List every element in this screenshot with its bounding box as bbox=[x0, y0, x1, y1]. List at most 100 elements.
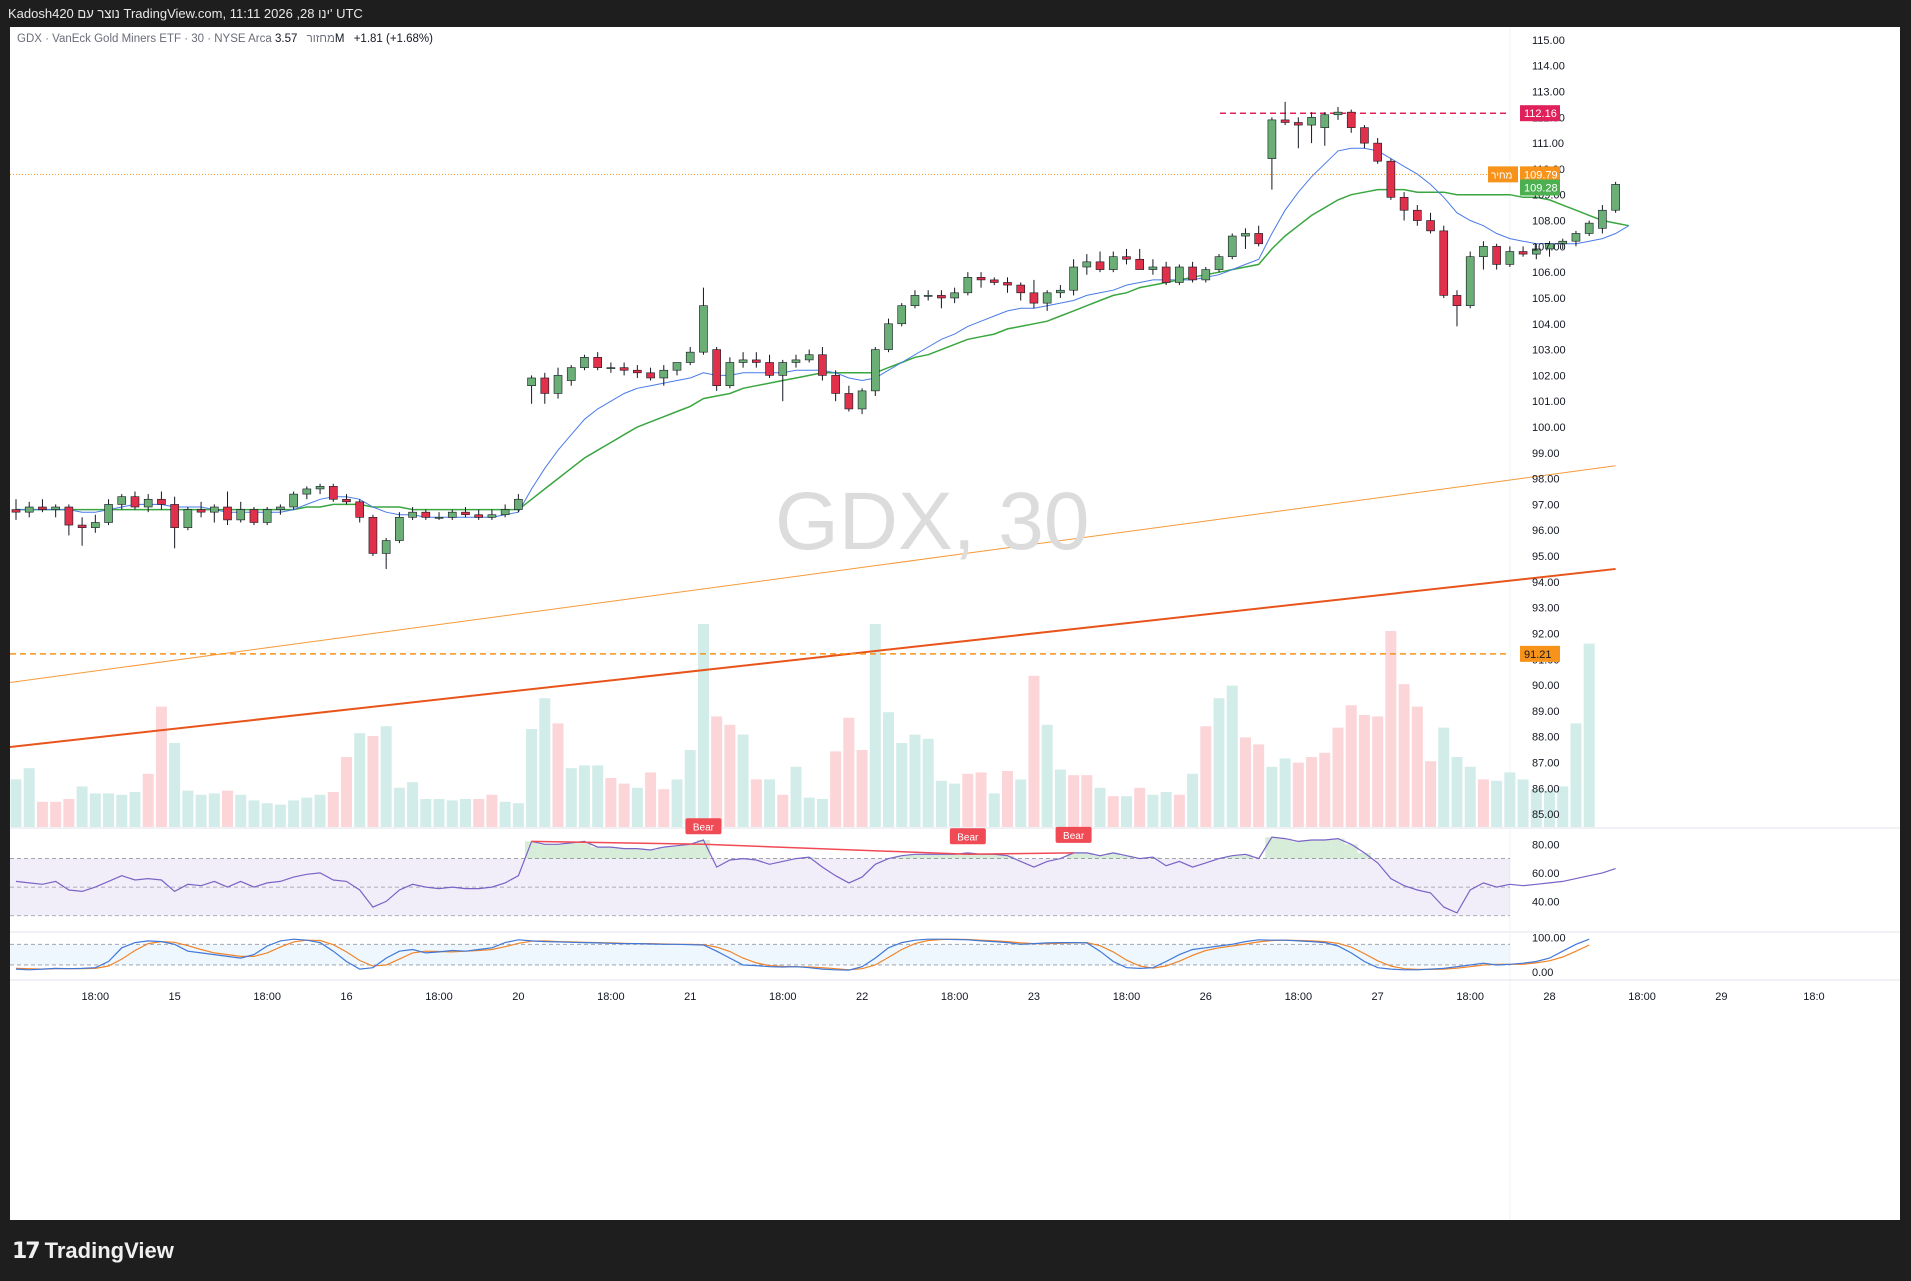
volume-bar bbox=[1173, 794, 1185, 827]
candle-body bbox=[1056, 289, 1065, 294]
price-axis-tick: 106.00 bbox=[1532, 267, 1566, 279]
candle-body bbox=[923, 295, 933, 297]
volume-bar bbox=[1425, 761, 1437, 827]
candle-body bbox=[328, 486, 338, 500]
volume-bar bbox=[1306, 757, 1318, 827]
time-axis-tick: 18:00 bbox=[769, 991, 797, 1003]
time-axis-tick: 18:00 bbox=[82, 991, 110, 1003]
candle-body bbox=[143, 498, 153, 508]
volume-bar bbox=[1504, 772, 1516, 827]
rsi-overbought-fill bbox=[974, 854, 988, 859]
candle-body bbox=[884, 323, 893, 350]
volume-bar bbox=[208, 793, 220, 827]
volume-bar bbox=[883, 712, 895, 827]
volume-bar bbox=[129, 792, 141, 827]
volume-bar bbox=[816, 799, 828, 827]
candle-body bbox=[1042, 292, 1052, 304]
price-axis-tick: 87.00 bbox=[1532, 757, 1560, 769]
candle-body bbox=[474, 514, 484, 518]
price-axis-tick: 100.00 bbox=[1532, 422, 1566, 434]
candle-body bbox=[11, 509, 21, 513]
price-axis-tick: 101.00 bbox=[1532, 396, 1566, 408]
candle-body bbox=[170, 504, 179, 528]
volume-bars bbox=[10, 624, 1595, 827]
candle-body bbox=[870, 349, 880, 392]
volume-bar bbox=[605, 778, 617, 827]
rsi-overbought-fill bbox=[1225, 855, 1239, 859]
rsi-overbought-fill bbox=[802, 857, 816, 859]
volume-bar bbox=[354, 733, 366, 827]
volume-bar bbox=[1134, 787, 1146, 827]
rsi-line bbox=[15, 836, 1616, 914]
volume-bar bbox=[1557, 786, 1569, 827]
volume-bar bbox=[407, 782, 419, 827]
price-axis-tick: 86.00 bbox=[1532, 783, 1560, 795]
divergence-line bbox=[703, 843, 968, 856]
candle-body bbox=[1122, 256, 1131, 260]
volume-bar bbox=[235, 794, 247, 827]
volume-bar bbox=[420, 799, 432, 827]
candle-body bbox=[1611, 184, 1620, 211]
time-axis-tick: 23 bbox=[1028, 991, 1040, 1003]
rsi-overbought-fill bbox=[1318, 840, 1332, 859]
volume-bar bbox=[195, 794, 207, 827]
volume-bar bbox=[182, 790, 194, 827]
tradingview-logo[interactable]: 17 TradingView bbox=[12, 1238, 174, 1264]
volume-bar bbox=[1319, 752, 1331, 827]
candle-body bbox=[1003, 282, 1012, 286]
chart-canvas[interactable]: 115.00114.00113.00112.00111.00110.00109.… bbox=[10, 27, 1900, 1220]
volume-bar bbox=[1411, 706, 1423, 827]
volume-bar bbox=[1477, 779, 1489, 827]
candle-body bbox=[1571, 233, 1581, 242]
rsi-overbought-fill bbox=[1000, 855, 1015, 859]
divergence-marker: Bear bbox=[703, 828, 986, 856]
candle-body bbox=[1307, 117, 1316, 126]
volume-bar bbox=[724, 724, 736, 827]
legend-symbol[interactable]: GDX · VanEck Gold Miners ETF · 30 · NYSE… bbox=[17, 33, 272, 45]
volume-bar bbox=[274, 804, 286, 827]
candle-body bbox=[778, 362, 788, 376]
candle-body bbox=[1069, 266, 1078, 291]
volume-bar bbox=[671, 779, 683, 827]
price-axis-tick: 85.00 bbox=[1532, 809, 1560, 821]
chart-area[interactable]: 115.00114.00113.00112.00111.00110.00109.… bbox=[10, 27, 1900, 1220]
rsi-overbought-fill bbox=[1278, 838, 1292, 859]
candle-body bbox=[1545, 243, 1554, 250]
price-axis-tick: 104.00 bbox=[1532, 319, 1566, 331]
volume-bar bbox=[169, 743, 181, 827]
volume-bar bbox=[1292, 762, 1304, 827]
candle-body bbox=[646, 372, 655, 379]
volume-bar bbox=[486, 794, 498, 827]
candle-body bbox=[1161, 266, 1171, 283]
candle-body bbox=[1175, 266, 1184, 283]
rsi-overbought-fill bbox=[577, 841, 592, 859]
legend-volume-label: מחזור bbox=[306, 33, 335, 45]
candle-body bbox=[421, 511, 431, 518]
volume-bar bbox=[1398, 684, 1410, 827]
level-label: 91.21 bbox=[1520, 645, 1560, 662]
volume-bar bbox=[764, 779, 776, 827]
volume-bar bbox=[896, 743, 908, 827]
candle-body bbox=[262, 509, 272, 523]
candle-body bbox=[130, 496, 140, 508]
candle-body bbox=[487, 514, 497, 518]
volume-bar bbox=[261, 803, 273, 827]
volume-bar bbox=[750, 779, 762, 827]
candle-body bbox=[619, 367, 629, 371]
candle-body bbox=[1280, 119, 1290, 123]
volume-bar bbox=[1015, 779, 1027, 827]
volume-bar bbox=[539, 698, 551, 827]
rsi-overbought-fill bbox=[1344, 844, 1358, 859]
candle-body bbox=[368, 517, 378, 554]
volume-bar bbox=[1068, 775, 1080, 827]
time-axis-tick: 29 bbox=[1715, 991, 1727, 1003]
price-axis-tick: 97.00 bbox=[1532, 499, 1560, 511]
candle-body bbox=[38, 506, 47, 510]
divergence-marker: Bear bbox=[531, 818, 722, 846]
chart-legend[interactable]: GDX · VanEck Gold Miners ETF · 30 · NYSE… bbox=[17, 33, 433, 45]
candle-body bbox=[210, 506, 219, 513]
candle-body bbox=[91, 522, 100, 528]
volume-bar bbox=[988, 793, 1000, 827]
top-info-bar: Kadosh420 נוצר עם TradingView.com, 11:11… bbox=[0, 0, 1911, 27]
rsi-overbought-fill bbox=[657, 847, 671, 859]
